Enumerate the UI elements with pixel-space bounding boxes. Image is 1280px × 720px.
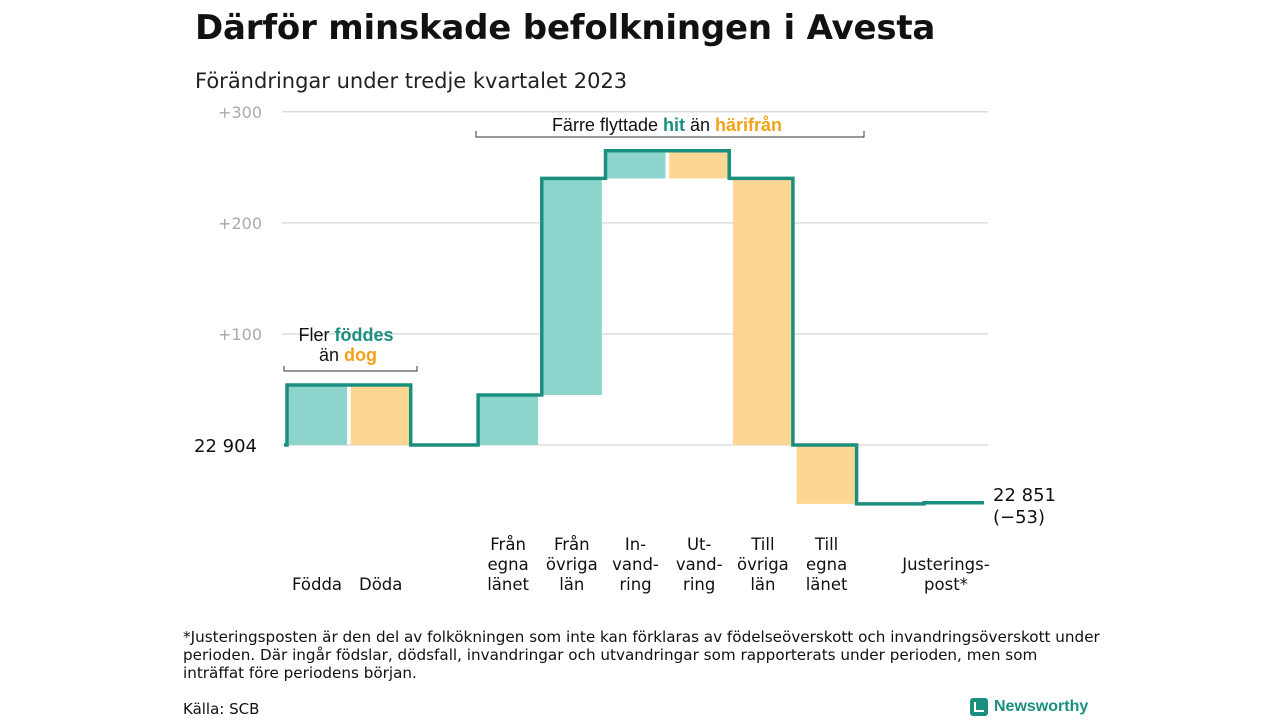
category-label: länet [806,575,848,594]
category-label: vand- [612,555,659,574]
annotation-part: hit [663,115,685,135]
outflow-bar [732,178,793,445]
footnote: *Justeringsposten är den del av folkökni… [183,628,1100,682]
category-label: vand- [676,555,723,574]
annotation-part: Fler [298,325,334,345]
annotation-bracket [283,366,418,372]
cumulative-step-line [284,148,984,506]
inflow-bar [287,385,347,445]
source-label: Källa: SCB [183,700,260,718]
chart-title: Därför minskade befolkningen i Avesta [195,8,936,48]
category-label: Döda [359,575,402,594]
inflow-bar [605,150,666,179]
category-label: Från [554,535,590,554]
end-value-label: 22 851 [993,485,1056,506]
annotation-part: härifrån [715,115,782,135]
annotation-part: föddes [334,325,393,345]
annotation-births-line2: än dog [319,345,377,365]
category-label: län [750,575,775,594]
category-label: Justerings- [901,555,989,574]
category-label: post* [924,575,968,594]
inflow-bar [478,395,539,445]
category-label: Till [750,535,774,554]
annotation-bracket [475,131,865,138]
newsworthy-logo-text: Newsworthy [994,698,1089,715]
chart-subtitle: Förändringar under tredje kvartalet 2023 [195,69,628,93]
category-label: Från [490,535,526,554]
y-tick-label: +200 [218,214,262,233]
annotation-migration: Färre flyttade hit än härifrån [552,115,782,135]
annotation-part: än [685,115,715,135]
category-label: län [559,575,584,594]
category-label: ring [619,575,651,594]
category-label: övriga [737,555,789,574]
category-label: ring [683,575,715,594]
end-change-label: (−53) [993,507,1045,528]
outflow-bar [669,150,730,179]
newsworthy-logo: Newsworthy [970,698,1088,716]
annotation-part: än [319,345,344,365]
annotation-part: dog [344,345,377,365]
start-value-label: 22 904 [194,436,257,457]
category-label: Födda [292,575,342,594]
annotation-part: Färre flyttade [552,115,663,135]
y-tick-label: +300 [218,103,262,122]
category-label: egna [806,555,847,574]
newsworthy-logo-icon [970,698,988,716]
category-label: Till [814,535,838,554]
annotation-births-line1: Fler föddes [298,325,393,345]
category-label: Ut- [687,535,712,554]
category-label: länet [487,575,529,594]
inflow-bar [541,178,602,396]
category-label: egna [487,555,528,574]
category-label: övriga [546,555,598,574]
outflow-bar [796,445,857,504]
y-tick-label: +100 [218,325,262,344]
outflow-bar [350,385,411,445]
category-label: In- [625,535,646,554]
